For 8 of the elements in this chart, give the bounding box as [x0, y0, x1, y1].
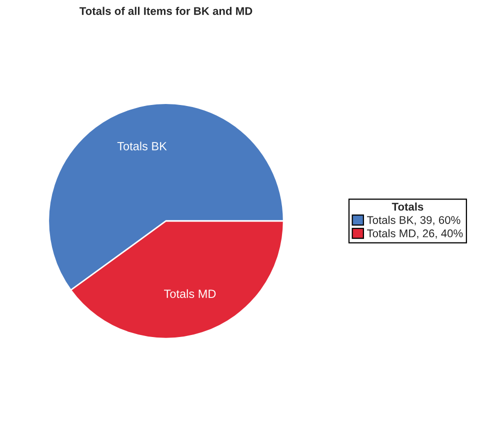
data-label: , 26, 40% — [417, 229, 463, 239]
legend-label: Totals MD — [367, 229, 416, 238]
slice-label: Totals MD — [164, 289, 216, 298]
legend-label: Totals BK — [367, 216, 414, 224]
chart-title: Totals of all Items for BK and MD — [79, 6, 252, 15]
data-label: , 39, 60% — [414, 216, 460, 226]
slice-label: Totals BK — [117, 142, 167, 150]
legend-title: Totals — [392, 202, 424, 211]
